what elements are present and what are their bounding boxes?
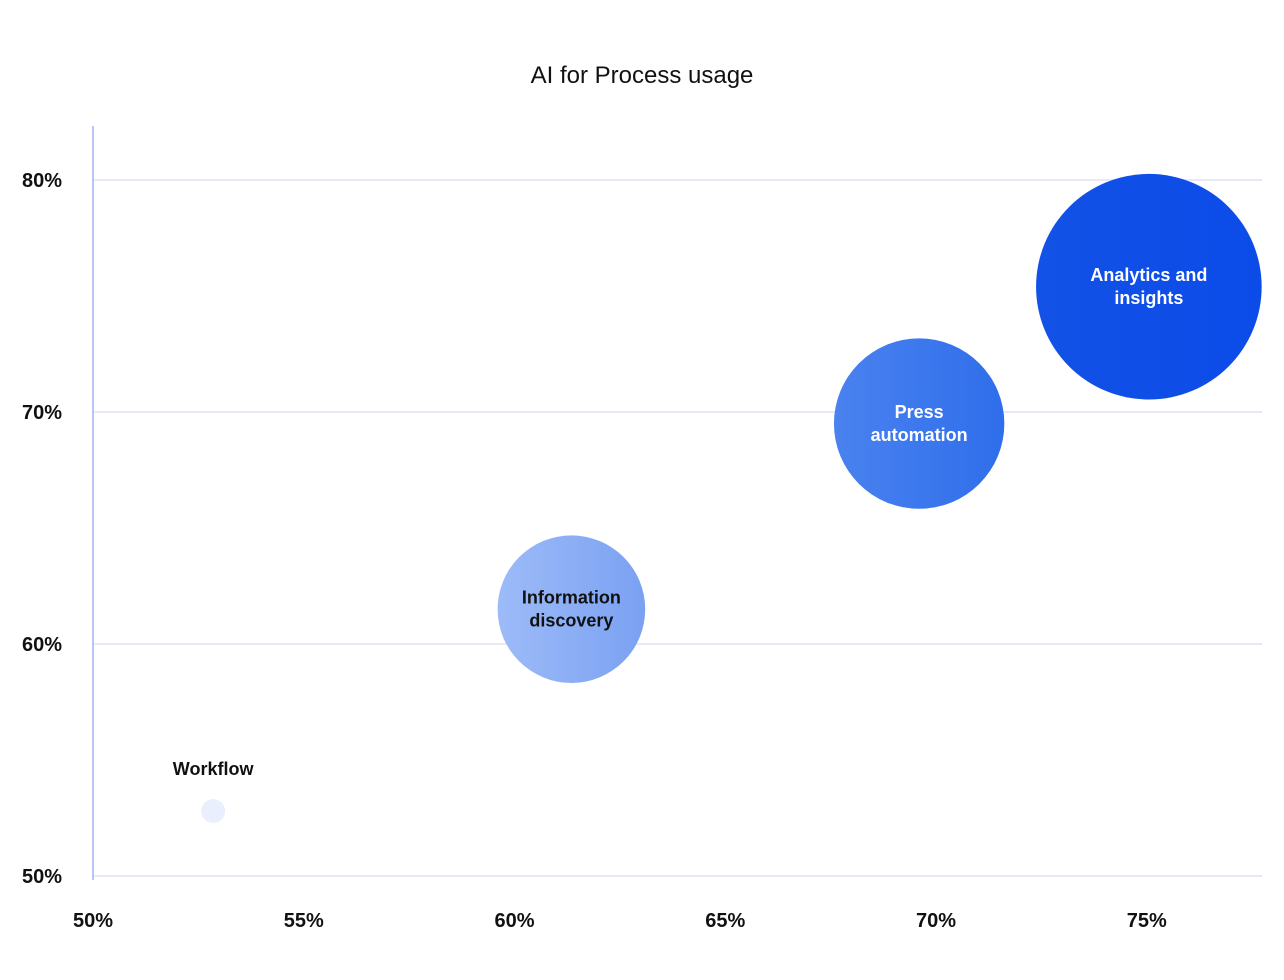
y-tick-label: 60% (22, 634, 62, 656)
bubble-label-analytics-and-insights: Analytics and insights (1090, 265, 1207, 308)
bubble-press-automation (833, 338, 1005, 509)
bubble-analytics-and-insights (1036, 173, 1262, 400)
bubble-workflow (201, 799, 226, 824)
bubble-information-discovery (497, 535, 646, 683)
bubble-label-press-automation: Press automation (871, 402, 968, 445)
bubble-labels: Workflow Information discovery Press automat… (173, 265, 1208, 779)
x-tick-label: 70% (916, 910, 956, 932)
y-tick-label: 50% (22, 866, 62, 888)
chart-title: AI for Process usage (530, 62, 754, 89)
bubble-label-workflow: Workflow (173, 759, 255, 779)
x-tick-label: 60% (494, 910, 534, 932)
y-tick-label: 80% (22, 170, 62, 192)
y-tick-label: 70% (22, 402, 62, 424)
x-tick-label: 75% (1127, 910, 1167, 932)
x-tick-label: 65% (705, 910, 745, 932)
gridlines (93, 179, 1262, 877)
bubbles (201, 173, 1262, 824)
bubble-label-information-discovery: Information discovery (522, 588, 621, 631)
x-tick-label: 50% (73, 910, 113, 932)
axes: 50% 60% 70% 80% 50% 55% 60% 65% 70% 75% (22, 126, 1167, 932)
x-tick-label: 55% (284, 910, 324, 932)
